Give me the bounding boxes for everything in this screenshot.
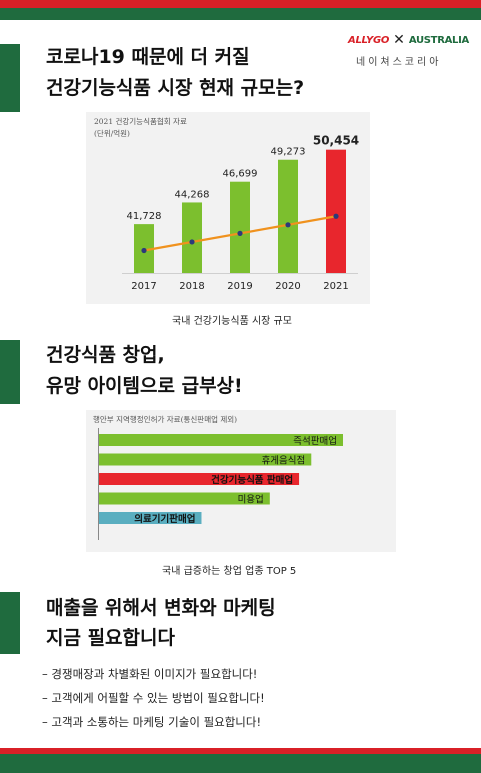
x-tick-label: 2017 (131, 281, 156, 292)
section-marker-1 (0, 44, 20, 112)
bar-의료기기판매업 (99, 512, 202, 524)
bar-2019 (230, 181, 250, 273)
bar-2018 (182, 202, 202, 273)
x-tick-label: 2018 (179, 281, 204, 292)
value-label: 50,454 (313, 134, 359, 148)
section3-title-line1: 매출을 위해서 변화와 마케팅 (46, 597, 276, 619)
trend-point (237, 230, 243, 236)
trend-point (189, 239, 195, 245)
top-stripe-red (0, 0, 481, 8)
top-stripe-green (0, 8, 481, 20)
value-label: 49,273 (271, 147, 306, 158)
bar-건강기능식품 판매업 (99, 473, 300, 485)
market-chart-panel (86, 112, 370, 304)
brand-allygo: ALLYGO (348, 34, 390, 46)
section1-title-line1: 코로나19 때문에 더 커질 (46, 46, 250, 68)
section1-title-line2: 건강기능식품 시장 현재 규모는? (46, 77, 305, 99)
section2-title-line1: 건강식품 창업, (46, 344, 165, 366)
section2-title-line2: 유망 아이템으로 급부상! (46, 375, 243, 397)
bullet-item: – 경쟁매장과 차별화된 이미지가 필요합니다! (42, 667, 258, 681)
trend-point (333, 213, 339, 219)
x-tick-label: 2021 (323, 281, 348, 292)
bar-휴게음식점 (99, 453, 312, 466)
bar-2021 (326, 149, 346, 273)
bar-즉석판매업 (99, 434, 343, 446)
market-chart-caption: 국내 건강기능식품 시장 규모 (172, 316, 292, 327)
trend-point (285, 222, 291, 228)
bar-label: 즉석판매업 (293, 435, 337, 447)
section-marker-2 (0, 340, 20, 404)
startup-chart-caption: 국내 급증하는 창업 업종 TOP 5 (162, 566, 297, 577)
brand-separator: ✕ (393, 32, 405, 48)
startup-chart-source: 행안부 지역행정인허가 자료(통신판매업 제외) (93, 415, 238, 424)
value-label: 41,728 (127, 211, 162, 222)
bullet-item: – 고객에게 어필할 수 있는 방법이 필요합니다! (42, 691, 265, 705)
brand-subtitle: 네이쳐스코리아 (356, 57, 442, 68)
bar-label: 건강기능식품 판매업 (211, 474, 293, 486)
marketing-bullet-list: – 경쟁매장과 차별화된 이미지가 필요합니다! – 고객에게 어필할 수 있는… (42, 662, 265, 734)
market-chart-source: 2021 건강기능식품협회 자료 (94, 117, 187, 126)
bar-label: 의료기기판매업 (134, 513, 195, 525)
section-marker-3 (0, 592, 20, 654)
brand-australia: AUSTRALIA (408, 34, 469, 46)
bar-미용업 (99, 492, 270, 505)
bar-label: 미용업 (238, 494, 264, 506)
trend-point (141, 247, 147, 254)
bottom-stripe-red (0, 748, 481, 754)
market-size-bar-chart: 41,728 2017 44,268 2018 46,699 2019 49,273 2020… (122, 134, 359, 292)
market-chart-unit: (단위/억원) (94, 129, 130, 138)
brand-logo: ALLYGO ✕ AUSTRALIA 네이쳐스코리아 (348, 31, 474, 71)
bottom-stripe-green (0, 754, 481, 773)
section3-title-line2: 지금 필요합니다 (46, 627, 175, 649)
x-tick-label: 2019 (227, 281, 252, 292)
bar-2020 (278, 159, 298, 273)
bar-label: 휴게음식점 (262, 455, 306, 467)
bullet-item: – 고객과 소통하는 마케팅 기술이 필요합니다! (42, 715, 262, 729)
value-label: 46,699 (223, 169, 258, 180)
value-label: 44,268 (175, 189, 210, 200)
x-tick-label: 2020 (275, 281, 300, 292)
